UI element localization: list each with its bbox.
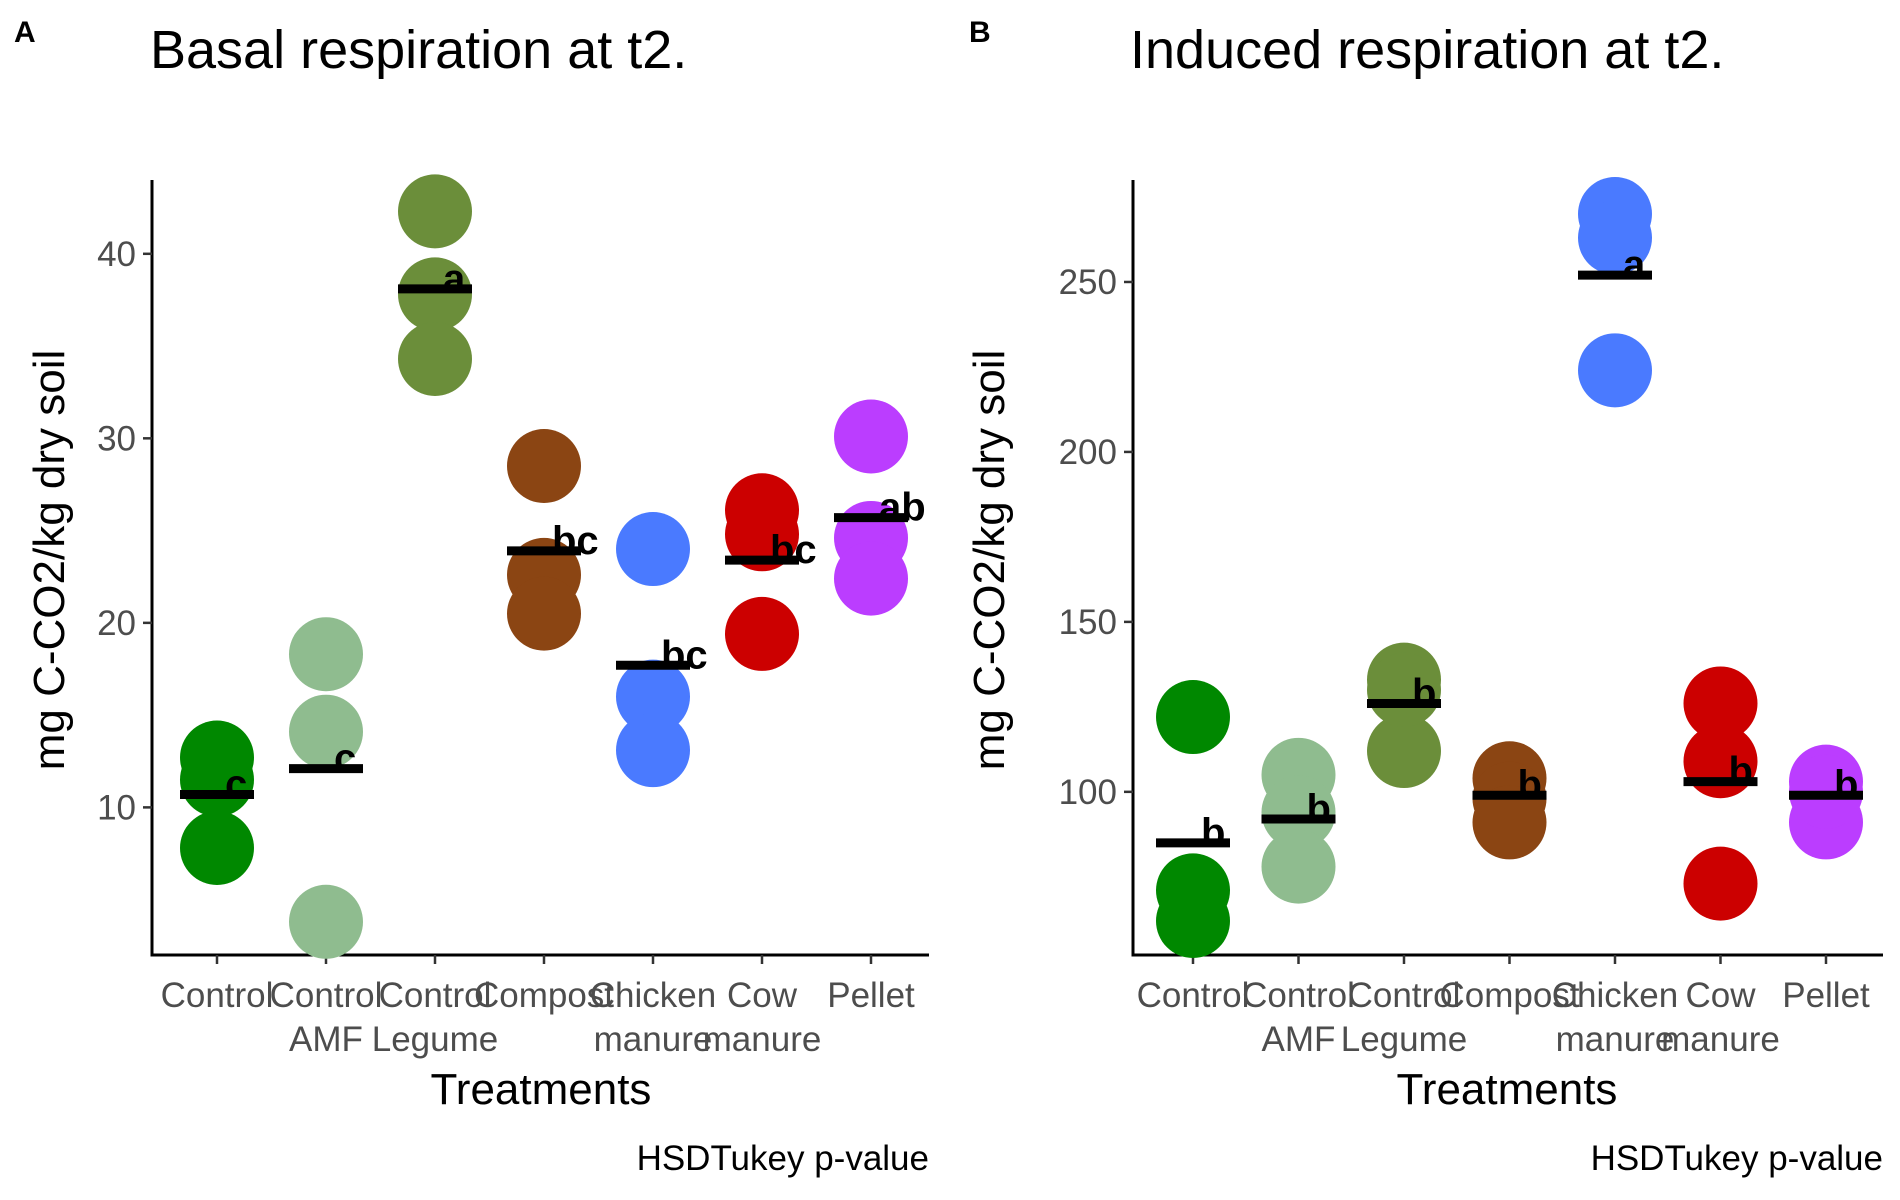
data-point: [289, 617, 363, 692]
data-point: [1156, 884, 1230, 959]
data-point: [398, 257, 472, 332]
chart-caption: HSDTukey p-value: [637, 1139, 929, 1178]
x-tick-label: Pellet: [827, 976, 915, 1015]
y-tick-label: 200: [1059, 433, 1117, 472]
x-tick-label: Control: [379, 976, 492, 1015]
y-tick-label: 10: [97, 788, 136, 827]
data-point: [1578, 333, 1652, 408]
x-tick-label: Control: [161, 976, 274, 1015]
y-tick-label: 20: [97, 604, 136, 643]
x-tick-label: manure: [1661, 1020, 1780, 1059]
chart-caption: HSDTukey p-value: [1591, 1139, 1883, 1178]
x-tick-label: Pellet: [1782, 976, 1870, 1015]
x-tick-label: manure: [1556, 1020, 1675, 1059]
x-axis-title: Treatments: [431, 1065, 652, 1114]
panel-basal-respiration: A Basal respiration at t2. mg C-CO2/kg d…: [14, 16, 929, 1178]
data-point: [507, 576, 581, 651]
y-axis-title: mg C-CO2/kg dry soil: [965, 350, 1014, 771]
significance-letter: c: [334, 737, 356, 781]
x-tick-label: Cow: [727, 976, 798, 1015]
plot-area: 10 20 30 40 Control c Control AMF c Control Legume…: [97, 174, 929, 1059]
data-point: [834, 399, 908, 474]
significance-letter: b: [1412, 671, 1436, 715]
data-point: [1578, 200, 1652, 275]
significance-letter: b: [1307, 787, 1331, 831]
x-tick-label: Chicken: [590, 976, 716, 1015]
data-point: [289, 694, 363, 769]
x-tick-label: manure: [703, 1020, 822, 1059]
x-tick-label: Control: [1137, 976, 1250, 1015]
x-tick-label: Control: [1348, 976, 1461, 1015]
significance-letter: b: [1729, 750, 1753, 794]
x-tick-label: Compost: [474, 976, 614, 1015]
x-tick-label: Control: [270, 976, 383, 1015]
data-point: [398, 174, 472, 249]
data-point: [1472, 785, 1547, 860]
x-tick-label: Control: [1242, 976, 1355, 1015]
significance-letter: bc: [661, 633, 708, 677]
data-point: [507, 429, 581, 504]
data-point: [1261, 829, 1336, 904]
x-tick-label: AMF: [1262, 1020, 1336, 1059]
significance-letter: c: [225, 762, 247, 806]
x-tick-label: AMF: [289, 1020, 363, 1059]
data-point: [834, 541, 908, 616]
data-point: [616, 512, 690, 587]
data-point: [1367, 714, 1441, 789]
data-point: [1156, 680, 1230, 755]
x-axis-title: Treatments: [1397, 1065, 1618, 1114]
significance-letter: b: [1834, 763, 1858, 807]
data-point: [398, 321, 472, 396]
significance-letter: ab: [879, 486, 926, 530]
data-point: [180, 810, 254, 885]
y-tick-label: 40: [97, 235, 136, 274]
data-point: [725, 497, 799, 572]
data-point: [1367, 652, 1441, 727]
panel-tag: A: [14, 16, 36, 49]
data-point: [289, 884, 363, 959]
significance-letter: bc: [552, 519, 599, 563]
x-tick-label: Legume: [1341, 1020, 1467, 1059]
plot-area: 100 150 200 250 Control b Control AMF b Control Le…: [1059, 176, 1883, 1059]
significance-letter: a: [443, 257, 466, 301]
significance-letter: b: [1201, 811, 1225, 855]
x-tick-label: Legume: [372, 1020, 498, 1059]
significance-letter: b: [1518, 763, 1542, 807]
y-tick-label: 250: [1059, 263, 1117, 302]
data-point: [616, 659, 690, 734]
chart-title: Basal respiration at t2.: [150, 20, 687, 80]
significance-letter: bc: [770, 528, 817, 572]
y-axis-title: mg C-CO2/kg dry soil: [25, 350, 74, 771]
significance-letter: a: [1623, 243, 1646, 287]
x-tick-label: manure: [594, 1020, 713, 1059]
data-point: [1261, 775, 1336, 850]
data-point: [616, 713, 690, 788]
x-tick-label: Cow: [1685, 976, 1756, 1015]
data-point: [725, 596, 799, 671]
panel-tag: B: [969, 16, 991, 49]
y-tick-label: 100: [1059, 773, 1117, 812]
data-point: [1683, 666, 1758, 741]
panel-induced-respiration: B Induced respiration at t2. mg C-CO2/kg…: [965, 16, 1883, 1178]
y-tick-label: 150: [1059, 603, 1117, 642]
x-tick-label: Compost: [1439, 976, 1579, 1015]
chart-title: Induced respiration at t2.: [1130, 20, 1724, 80]
data-point: [1683, 846, 1758, 921]
x-tick-label: Chicken: [1552, 976, 1678, 1015]
y-tick-label: 30: [97, 419, 136, 458]
